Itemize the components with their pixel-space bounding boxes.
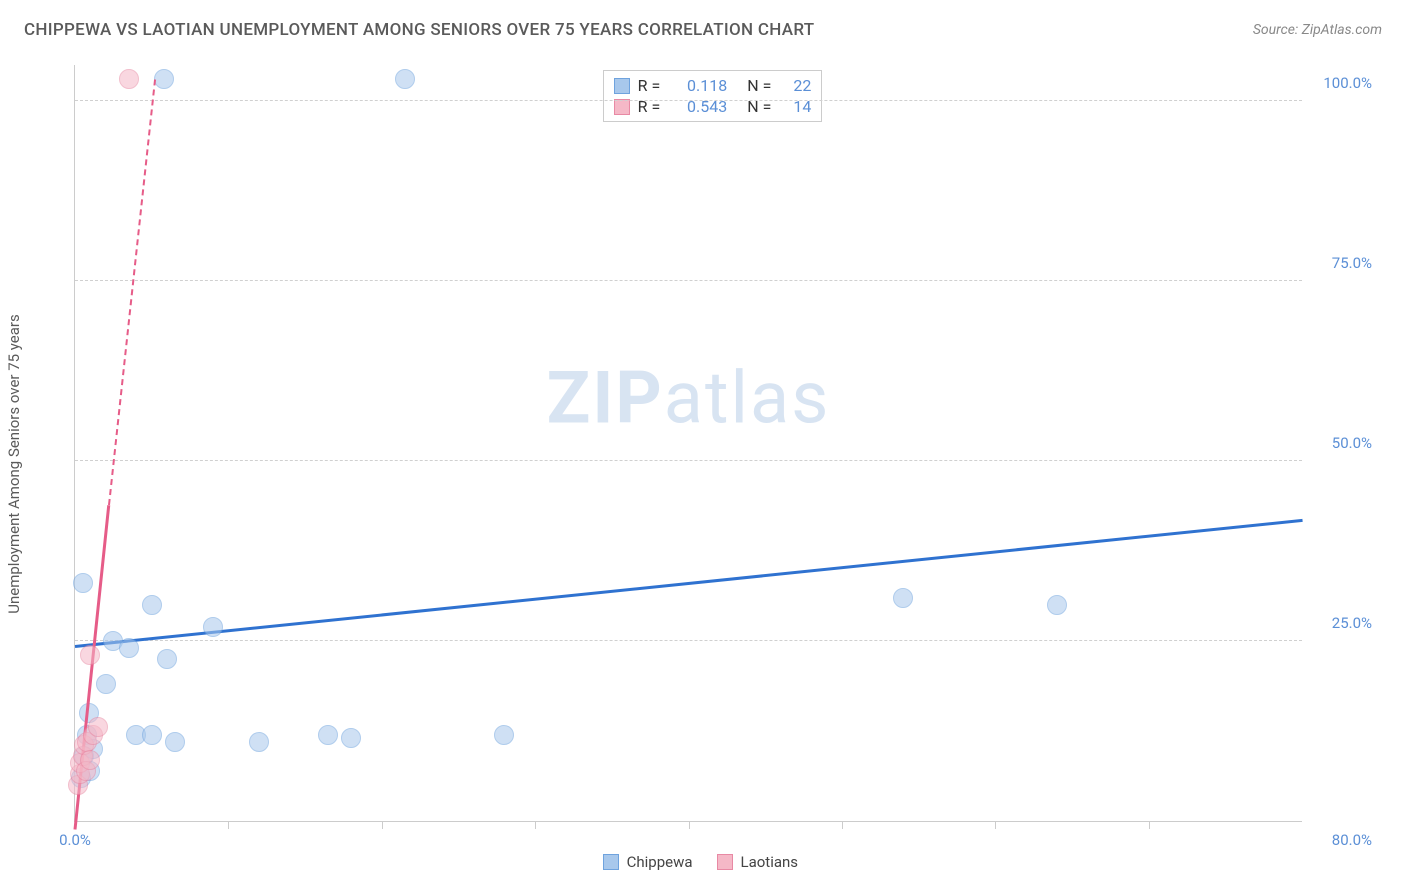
data-point — [203, 617, 223, 637]
grid-line — [75, 100, 1302, 101]
data-point — [119, 638, 139, 658]
legend-label: Chippewa — [627, 853, 693, 871]
y-tick-label: 75.0% — [1312, 254, 1372, 272]
x-tick — [228, 821, 229, 829]
data-point — [80, 750, 100, 770]
grid-line — [75, 280, 1302, 281]
data-point — [142, 725, 162, 745]
stats-n-label: N = — [747, 76, 771, 95]
x-tick — [842, 821, 843, 829]
watermark-bold: ZIP — [547, 355, 664, 440]
stats-n-value: 22 — [783, 76, 811, 95]
x-tick — [382, 821, 383, 829]
plot-area: ZIPatlas R =0.118N =22R =0.543N =14 Chip… — [74, 65, 1302, 822]
data-point — [1047, 595, 1067, 615]
data-point — [157, 649, 177, 669]
chart-header: CHIPPEWA VS LAOTIAN UNEMPLOYMENT AMONG S… — [24, 20, 1382, 40]
grid-line — [75, 460, 1302, 461]
stats-legend: R =0.118N =22R =0.543N =14 — [603, 70, 823, 122]
data-point — [249, 732, 269, 752]
source-attribution: Source: ZipAtlas.com — [1253, 22, 1382, 38]
x-tick-label: 0.0% — [59, 831, 91, 849]
y-axis-label: Unemployment Among Seniors over 75 years — [5, 314, 23, 613]
data-point — [395, 69, 415, 89]
grid-line — [75, 640, 1302, 641]
data-point — [119, 69, 139, 89]
chart-title: CHIPPEWA VS LAOTIAN UNEMPLOYMENT AMONG S… — [24, 20, 814, 40]
data-point — [96, 674, 116, 694]
legend-label: Laotians — [741, 853, 799, 871]
stats-r-value: 0.118 — [672, 76, 727, 95]
data-point — [165, 732, 185, 752]
stats-row: R = 0.118 N = 22 — [614, 75, 812, 96]
data-point — [80, 645, 100, 665]
data-point — [318, 725, 338, 745]
bottom-legend: Chippewa Laotians — [603, 853, 798, 871]
data-point — [73, 573, 93, 593]
chart-container: Unemployment Among Seniors over 75 years… — [24, 55, 1382, 872]
y-tick-label: 100.0% — [1312, 74, 1372, 92]
trend-line — [108, 80, 156, 506]
legend-swatch — [717, 854, 733, 870]
x-tick — [1149, 821, 1150, 829]
stats-r-label: R = — [638, 76, 661, 95]
x-tick — [995, 821, 996, 829]
legend-item: Laotians — [717, 853, 799, 871]
y-tick-label: 25.0% — [1312, 614, 1372, 632]
data-point — [341, 728, 361, 748]
y-tick-label: 50.0% — [1312, 434, 1372, 452]
x-end-label: 80.0% — [1312, 831, 1372, 849]
data-point — [88, 717, 108, 737]
watermark: ZIPatlas — [547, 355, 831, 440]
data-point — [142, 595, 162, 615]
legend-swatch — [614, 78, 630, 94]
watermark-light: atlas — [664, 355, 831, 440]
trend-line — [75, 518, 1303, 647]
data-point — [893, 588, 913, 608]
x-tick — [535, 821, 536, 829]
legend-item: Chippewa — [603, 853, 693, 871]
legend-swatch — [603, 854, 619, 870]
data-point — [494, 725, 514, 745]
x-tick — [689, 821, 690, 829]
data-point — [154, 69, 174, 89]
